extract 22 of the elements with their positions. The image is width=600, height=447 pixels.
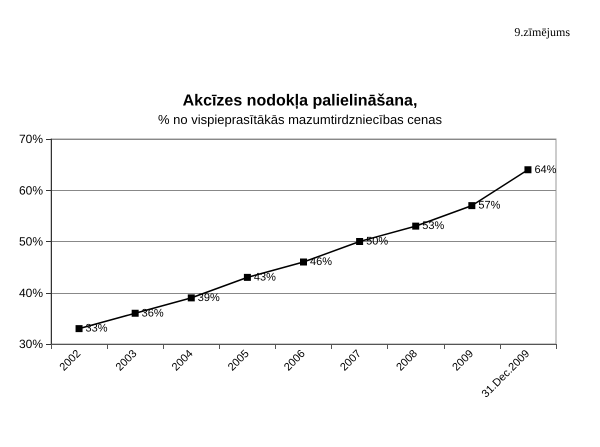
y-tick-label: 30% bbox=[18, 337, 44, 351]
point bbox=[356, 238, 364, 245]
data-label: 64% bbox=[534, 164, 557, 176]
y-tick-label: 60% bbox=[18, 183, 44, 198]
text: 9.zīmējums bbox=[514, 25, 570, 39]
point bbox=[300, 258, 307, 266]
y-tick-label: 70% bbox=[18, 132, 44, 146]
chart-subtitle: % no vispieprasītākās mazumtirdzniecības cenas bbox=[158, 112, 442, 127]
point bbox=[412, 222, 420, 230]
chart-title: Akcīzes nodokļa palielināšana, bbox=[182, 92, 418, 110]
y-tick-label: 50% bbox=[18, 234, 44, 248]
point bbox=[188, 294, 195, 302]
point bbox=[524, 166, 532, 174]
data-label: 57% bbox=[478, 200, 501, 212]
point bbox=[132, 310, 139, 317]
point bbox=[244, 274, 251, 281]
point bbox=[76, 325, 83, 332]
y-tick-label: 40% bbox=[18, 286, 44, 300]
point bbox=[468, 202, 476, 210]
data-label: 46% bbox=[310, 256, 332, 268]
data-label: 39% bbox=[198, 292, 220, 304]
data-label: 53% bbox=[422, 220, 444, 232]
